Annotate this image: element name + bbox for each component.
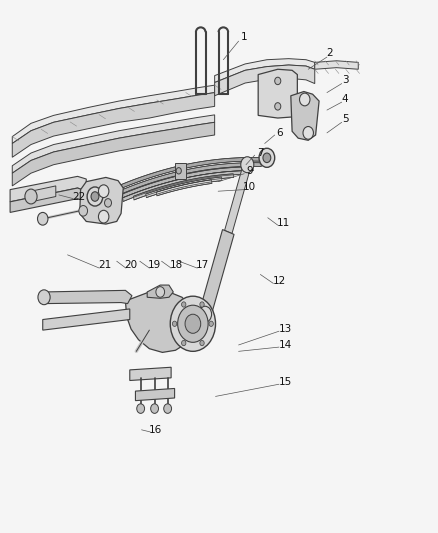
Circle shape [156, 287, 165, 297]
Polygon shape [123, 171, 244, 201]
Circle shape [99, 211, 109, 223]
Polygon shape [258, 69, 297, 118]
Circle shape [300, 93, 310, 106]
Text: 5: 5 [342, 114, 349, 124]
Text: 19: 19 [148, 261, 161, 270]
Polygon shape [225, 163, 251, 233]
Circle shape [176, 167, 181, 174]
Text: 12: 12 [272, 276, 286, 286]
Circle shape [151, 404, 159, 414]
Circle shape [303, 126, 314, 139]
Circle shape [79, 206, 88, 216]
Circle shape [91, 192, 99, 201]
Polygon shape [199, 230, 234, 317]
Polygon shape [12, 93, 215, 157]
Polygon shape [12, 122, 215, 186]
Polygon shape [80, 177, 123, 224]
Text: 21: 21 [99, 261, 112, 270]
Text: 22: 22 [72, 191, 85, 201]
Text: 18: 18 [170, 261, 183, 270]
Text: 2: 2 [327, 49, 333, 58]
Polygon shape [147, 285, 173, 298]
Text: 16: 16 [149, 425, 162, 435]
Polygon shape [112, 167, 253, 202]
Polygon shape [10, 188, 86, 213]
Circle shape [200, 341, 204, 346]
Polygon shape [291, 92, 319, 140]
Polygon shape [146, 177, 222, 198]
Text: 6: 6 [277, 128, 283, 138]
Text: 14: 14 [279, 340, 292, 350]
Circle shape [164, 404, 172, 414]
Circle shape [182, 302, 186, 307]
Circle shape [185, 314, 201, 333]
Circle shape [87, 187, 103, 206]
Circle shape [99, 185, 109, 198]
Polygon shape [156, 180, 212, 196]
Polygon shape [95, 157, 268, 200]
Text: 9: 9 [246, 166, 253, 176]
Circle shape [105, 199, 112, 207]
Polygon shape [176, 163, 186, 179]
Text: 20: 20 [124, 261, 138, 270]
Polygon shape [315, 61, 358, 69]
Polygon shape [31, 186, 56, 202]
Circle shape [38, 290, 50, 305]
Polygon shape [12, 85, 215, 143]
Circle shape [182, 341, 186, 346]
Circle shape [263, 153, 271, 163]
Polygon shape [44, 290, 132, 304]
Circle shape [178, 305, 208, 342]
Polygon shape [135, 389, 175, 401]
Circle shape [137, 404, 145, 414]
Circle shape [198, 306, 212, 322]
Circle shape [200, 302, 204, 307]
Circle shape [25, 189, 37, 204]
Circle shape [173, 321, 177, 326]
Polygon shape [134, 174, 234, 200]
Text: 3: 3 [342, 75, 349, 85]
Text: 13: 13 [279, 324, 292, 334]
Text: 10: 10 [243, 182, 256, 192]
Circle shape [241, 157, 254, 173]
Text: 17: 17 [196, 261, 209, 270]
Circle shape [170, 296, 215, 351]
Polygon shape [10, 176, 86, 202]
Text: 11: 11 [277, 218, 290, 228]
Polygon shape [12, 115, 215, 173]
Circle shape [209, 321, 213, 326]
Polygon shape [43, 309, 130, 330]
Polygon shape [102, 163, 261, 202]
Text: 4: 4 [342, 94, 349, 104]
Circle shape [275, 103, 281, 110]
Circle shape [275, 77, 281, 85]
Circle shape [259, 148, 275, 167]
Text: 15: 15 [279, 377, 292, 387]
Circle shape [38, 213, 48, 225]
Polygon shape [125, 292, 195, 352]
Polygon shape [130, 367, 171, 381]
Text: 1: 1 [241, 33, 247, 43]
Polygon shape [215, 65, 315, 96]
Polygon shape [215, 59, 315, 83]
Text: 7: 7 [257, 148, 264, 158]
